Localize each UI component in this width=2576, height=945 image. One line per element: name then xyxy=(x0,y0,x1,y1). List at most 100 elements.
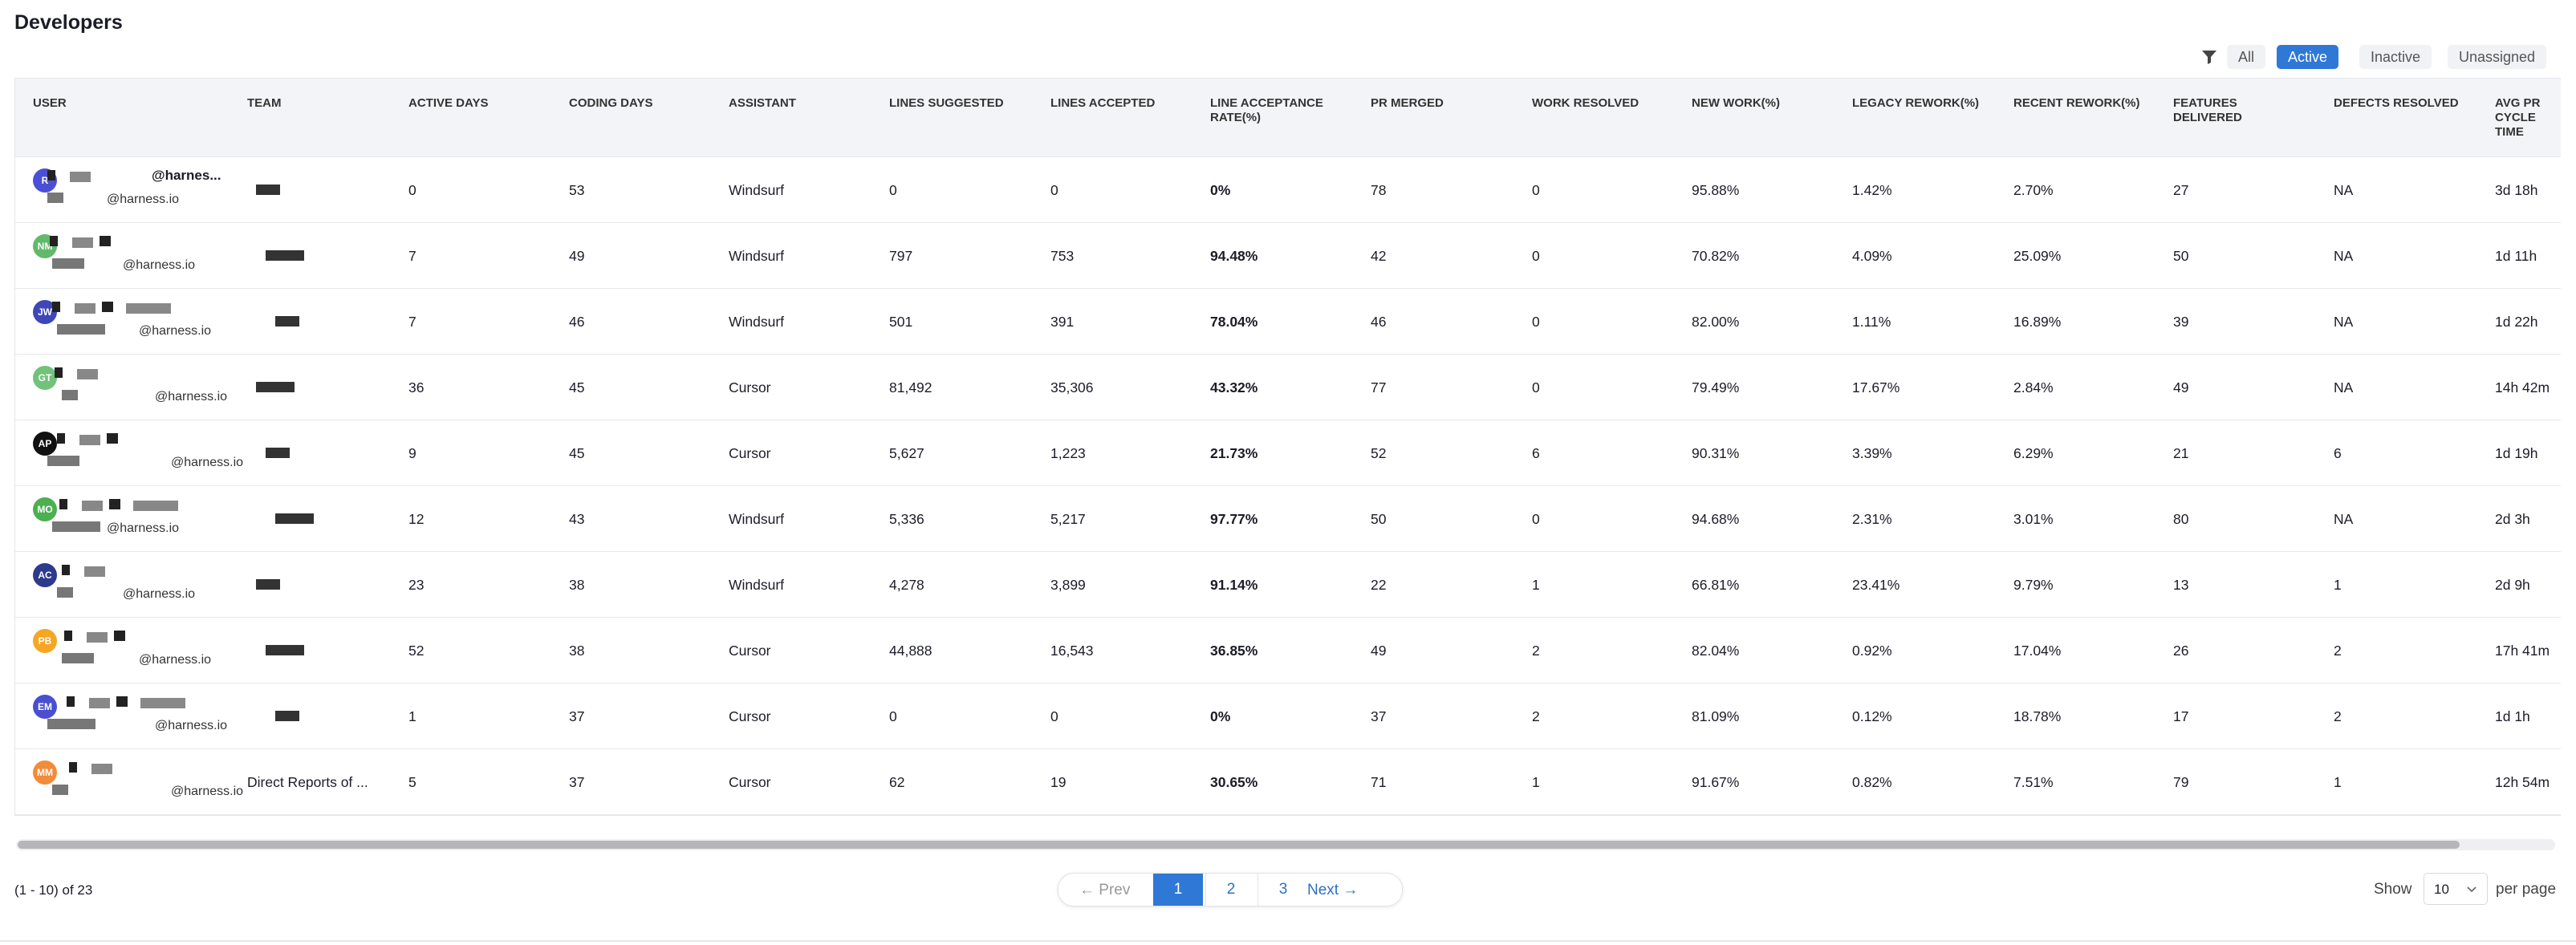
cell: 6 xyxy=(2334,445,2342,461)
redacted xyxy=(47,170,55,180)
table-row[interactable]: R @harnes... @harness.io 0 53 Windsurf 0 0 0% 78 0… xyxy=(15,157,2561,223)
cell: 13 xyxy=(2173,577,2189,593)
cell: 0.82% xyxy=(1852,774,1892,790)
cell: 0 xyxy=(1532,248,1540,264)
redacted xyxy=(266,250,304,261)
cell: 391 xyxy=(1050,314,1075,330)
redacted xyxy=(84,566,105,577)
table-row[interactable]: AP @harness.io 9 45 Cursor 5,627 1,223 21.73% 52… xyxy=(15,420,2561,486)
scrollbar[interactable] xyxy=(16,839,2555,850)
redacted xyxy=(55,367,63,378)
redacted xyxy=(107,433,118,444)
cell: 2 xyxy=(2334,643,2342,659)
cell: NA xyxy=(2334,248,2354,264)
table-header: USER TEAM ACTIVE DAYS CODING DAYS ASSISTANT L… xyxy=(15,79,2561,157)
redacted xyxy=(89,698,110,708)
redacted xyxy=(59,499,67,509)
page-button[interactable]: 3 xyxy=(1258,874,1308,906)
avatar: MM xyxy=(33,760,57,785)
redacted xyxy=(275,711,299,721)
column-header: DEFECTS RESOLVED xyxy=(2334,96,2459,110)
redacted xyxy=(266,448,290,458)
filter-tab[interactable]: All xyxy=(2227,45,2266,69)
column-header: LEGACY REWORK(%) xyxy=(1852,96,1980,110)
table-row[interactable]: PB @harness.io 52 38 Cursor 44,888 16,543 36.85… xyxy=(15,618,2561,683)
cell: 5,336 xyxy=(889,511,924,527)
cell: 1 xyxy=(408,708,416,724)
cell: 70.82% xyxy=(1692,248,1740,264)
redacted xyxy=(64,631,72,641)
cell: 82.00% xyxy=(1692,314,1740,330)
table: USER TEAM ACTIVE DAYS CODING DAYS ASSISTANT L… xyxy=(14,78,2561,816)
cell: 94.68% xyxy=(1692,511,1740,527)
table-row[interactable]: GT @harness.io 36 45 Cursor 81,492 35,306 43.32… xyxy=(15,355,2561,420)
cell: 0 xyxy=(1050,182,1058,198)
cell: 91.14% xyxy=(1210,577,1258,593)
cell: 78 xyxy=(1371,182,1387,198)
cell: NA xyxy=(2334,511,2354,527)
cell: Cursor xyxy=(729,379,771,395)
cell: 0 xyxy=(889,708,897,724)
redacted xyxy=(62,653,94,663)
filter-tab[interactable]: Unassigned xyxy=(2448,45,2547,69)
next-button[interactable]: Next → xyxy=(1307,882,1359,898)
table-row[interactable]: MO @harness.io 12 43 Windsurf 5,336 5,217 97.77… xyxy=(15,486,2561,552)
user-email: @harness.io xyxy=(139,653,212,667)
cell: 5,217 xyxy=(1050,511,1086,527)
cell: 1,223 xyxy=(1050,445,1086,461)
cell: 4.09% xyxy=(1852,248,1892,264)
table-row[interactable]: AC @harness.io 23 38 Windsurf 4,278 3,899 91.14… xyxy=(15,552,2561,618)
cell: 17 xyxy=(2173,708,2189,724)
cell: 46 xyxy=(1371,314,1387,330)
column-header: PR MERGED xyxy=(1371,96,1444,110)
cell: 17h 41m xyxy=(2495,643,2550,659)
cell: 1 xyxy=(1532,577,1540,593)
redacted xyxy=(70,172,91,182)
cell: 0.12% xyxy=(1852,708,1892,724)
column-header: USER xyxy=(33,96,67,110)
cell: 12h 54m xyxy=(2495,774,2550,790)
avatar: EM xyxy=(33,695,57,719)
user-email: @harness.io xyxy=(123,258,196,272)
cell: 91.67% xyxy=(1692,774,1740,790)
cell: 3.01% xyxy=(2013,511,2054,527)
cell: 36 xyxy=(408,379,425,395)
redacted xyxy=(62,565,70,575)
cell: 26 xyxy=(2173,643,2189,659)
redacted xyxy=(50,236,58,246)
cell: 12 xyxy=(408,511,425,527)
page-button[interactable]: 1 xyxy=(1153,874,1203,906)
cell: 0% xyxy=(1210,708,1231,724)
cell: 5 xyxy=(408,774,416,790)
user-email: @harness.io xyxy=(171,785,244,798)
filter-tab[interactable]: Inactive xyxy=(2359,45,2432,69)
cell: 753 xyxy=(1050,248,1075,264)
column-header: WORK RESOLVED xyxy=(1532,96,1639,110)
cell: 37 xyxy=(1371,708,1387,724)
page-size-select[interactable]: 10 xyxy=(2424,873,2488,905)
cell: 16,543 xyxy=(1050,643,1094,659)
table-row[interactable]: NM @harness.io 7 49 Windsurf 797 753 94.48% 42 0 7… xyxy=(15,223,2561,289)
cell: Cursor xyxy=(729,643,771,659)
cell: 17.04% xyxy=(2013,643,2062,659)
cell: 6.29% xyxy=(2013,445,2054,461)
table-row[interactable]: EM @harness.io 1 37 Cursor 0 0 0% 37 2 81.09% 0.12%… xyxy=(15,683,2561,749)
scroll-thumb[interactable] xyxy=(18,841,2460,849)
table-row[interactable]: JW @harness.io 7 46 Windsurf 501 391 78.04% 46 0 8… xyxy=(15,289,2561,355)
cell: 1d 11h xyxy=(2495,248,2537,264)
cell: 49 xyxy=(1371,643,1387,659)
prev-button[interactable]: ← Prev xyxy=(1079,882,1131,898)
cell: 3d 18h xyxy=(2495,182,2538,198)
column-header: FEATURES DELIVERED xyxy=(2173,96,2242,124)
filter-icon[interactable] xyxy=(2200,48,2218,66)
cell: 7 xyxy=(408,248,416,264)
page-button[interactable]: 2 xyxy=(1205,874,1256,906)
filter-tab[interactable]: Active xyxy=(2277,45,2339,69)
cell: 4,278 xyxy=(889,577,924,593)
cell: 50 xyxy=(2173,248,2189,264)
cell: 501 xyxy=(889,314,913,330)
table-row[interactable]: MM @harness.io Direct Reports of ... 5 37 Cur… xyxy=(15,749,2561,815)
cell: 62 xyxy=(889,774,905,790)
cell: 43.32% xyxy=(1210,379,1258,395)
cell: 97.77% xyxy=(1210,511,1258,527)
